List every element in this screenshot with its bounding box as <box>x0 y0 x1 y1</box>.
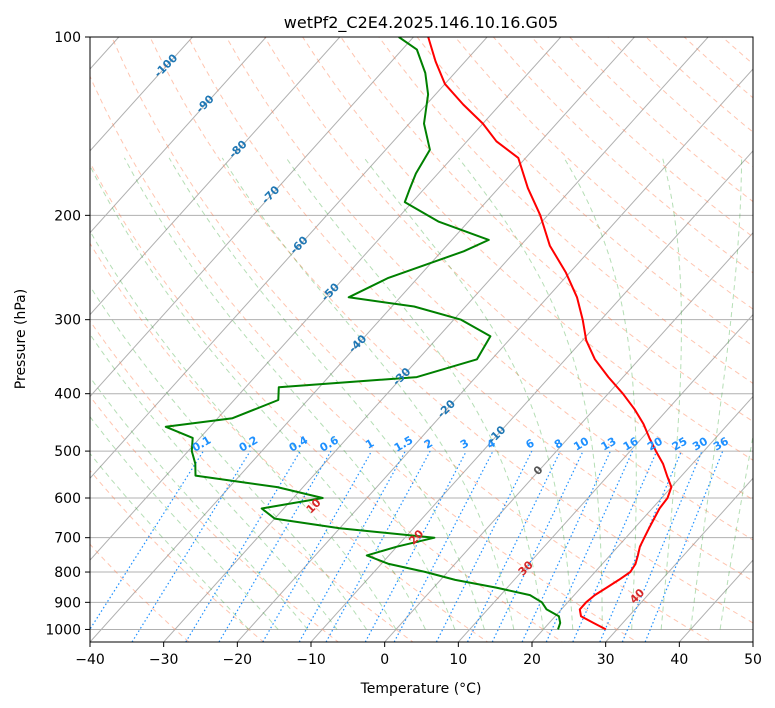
dry-adiabat-line <box>149 37 753 624</box>
x-tick-label: 30 <box>597 652 615 668</box>
mixing-ratio-line <box>491 450 584 642</box>
x-tick-label: −30 <box>149 652 179 668</box>
isotherm-line <box>90 37 636 642</box>
y-tick-label: 1000 <box>45 622 81 638</box>
x-tick-label: 0 <box>380 652 389 668</box>
dewpoint-profile-line <box>164 37 562 630</box>
mixing-ratio-line <box>131 450 251 642</box>
dry-adiabat-line <box>416 37 753 347</box>
series-layer <box>164 37 673 631</box>
dry-adiabat-line <box>90 161 564 642</box>
y-tick-label: 100 <box>54 30 81 46</box>
y-tick-label: 500 <box>54 444 81 460</box>
dry-adiabat-line <box>90 75 638 642</box>
x-tick-label: −40 <box>75 652 105 668</box>
moist-adiabat-line <box>719 433 753 630</box>
y-axis-title: Pressure (hPa) <box>13 289 29 389</box>
isotherm-line <box>310 150 753 642</box>
isotherm-line <box>604 477 753 642</box>
mixing-ratio-line <box>298 450 406 642</box>
dry-adiabat-line <box>302 37 753 461</box>
y-tick-label: 600 <box>54 491 81 507</box>
y-tick-label: 700 <box>54 531 81 547</box>
moist-adiabat-line <box>90 452 249 630</box>
x-tick-label: 20 <box>523 652 541 668</box>
dry-adiabat-line <box>111 37 713 642</box>
isotherm-line <box>90 37 562 561</box>
y-tick-label: 200 <box>54 208 81 224</box>
isotherm-line <box>90 37 488 480</box>
moist-adiabat-line <box>90 415 279 630</box>
dry-adiabat-line <box>187 37 753 582</box>
moist-adiabat-line <box>90 285 367 630</box>
isotherm-line <box>457 313 753 642</box>
mixing-ratio-line <box>572 450 658 642</box>
mixing-ratio-line <box>545 450 634 642</box>
dry-adiabat-line <box>90 320 414 642</box>
x-axis-ticks: −40 −30 −20 −10 0 10 20 30 40 50 <box>75 642 762 668</box>
chart-title: wetPf2_C2E4.2025.146.10.16.G05 <box>284 13 558 33</box>
mixing-ratio-lines <box>90 450 724 642</box>
x-tick-label: −10 <box>296 652 326 668</box>
x-tick-label: 50 <box>744 652 762 668</box>
isotherm-line <box>90 37 194 152</box>
mixing-ratio-line <box>466 450 561 642</box>
moist-adiabat-line <box>168 157 485 630</box>
isotherm-line <box>90 37 341 316</box>
isotherm-line <box>90 37 267 234</box>
moist-adiabat-line <box>285 157 544 630</box>
dry-adiabat-line <box>90 469 265 642</box>
x-axis-title: Temperature (°C) <box>360 681 482 697</box>
x-tick-label: 40 <box>670 652 688 668</box>
grid-layer <box>90 37 753 642</box>
mixing-ratio-line <box>262 450 373 642</box>
dry-adiabat-line <box>264 37 753 501</box>
dry-adiabat-line <box>225 37 753 541</box>
isotherm-line <box>383 231 753 642</box>
isotherm-line <box>236 68 753 642</box>
x-tick-label: −20 <box>223 652 253 668</box>
dry-adiabat-line <box>90 242 489 642</box>
y-tick-label: 800 <box>54 565 81 581</box>
y-tick-label: 300 <box>54 313 81 329</box>
y-tick-label: 400 <box>54 387 81 403</box>
mixing-ratio-line <box>325 450 431 642</box>
isotherm-line <box>162 37 709 642</box>
moist-adiabat-line <box>660 157 682 630</box>
mixing-ratio-line <box>90 450 204 631</box>
mixing-ratio-line <box>621 450 703 642</box>
temperature-profile-line <box>427 37 673 631</box>
plot-area: 0.1 0.2 0.4 0.6 1 1.5 2 3 4 6 8 10 13 16 20 25 30 36-100-… <box>90 37 753 642</box>
isotherm-line <box>531 395 753 642</box>
dry-adiabat-line <box>90 395 340 642</box>
moist-adiabat-line <box>90 230 397 630</box>
moist-adiabat-line <box>90 333 338 630</box>
isotherm-line <box>90 37 415 398</box>
moist-adiabat-line <box>221 157 515 630</box>
mixing-ratio-line <box>521 450 611 642</box>
plot-frame <box>89 36 754 643</box>
moist-adiabat-line <box>563 157 637 630</box>
y-axis-ticks: 100 200 300 400 500 600 700 800 900 1000 <box>45 30 90 638</box>
moist-adiabat-line <box>690 157 743 630</box>
y-tick-label: 900 <box>54 595 81 611</box>
mixing-ratio-line <box>185 450 301 642</box>
mixing-ratio-line <box>218 450 332 642</box>
mixing-ratio-line <box>599 450 682 642</box>
x-tick-label: 10 <box>449 652 467 668</box>
